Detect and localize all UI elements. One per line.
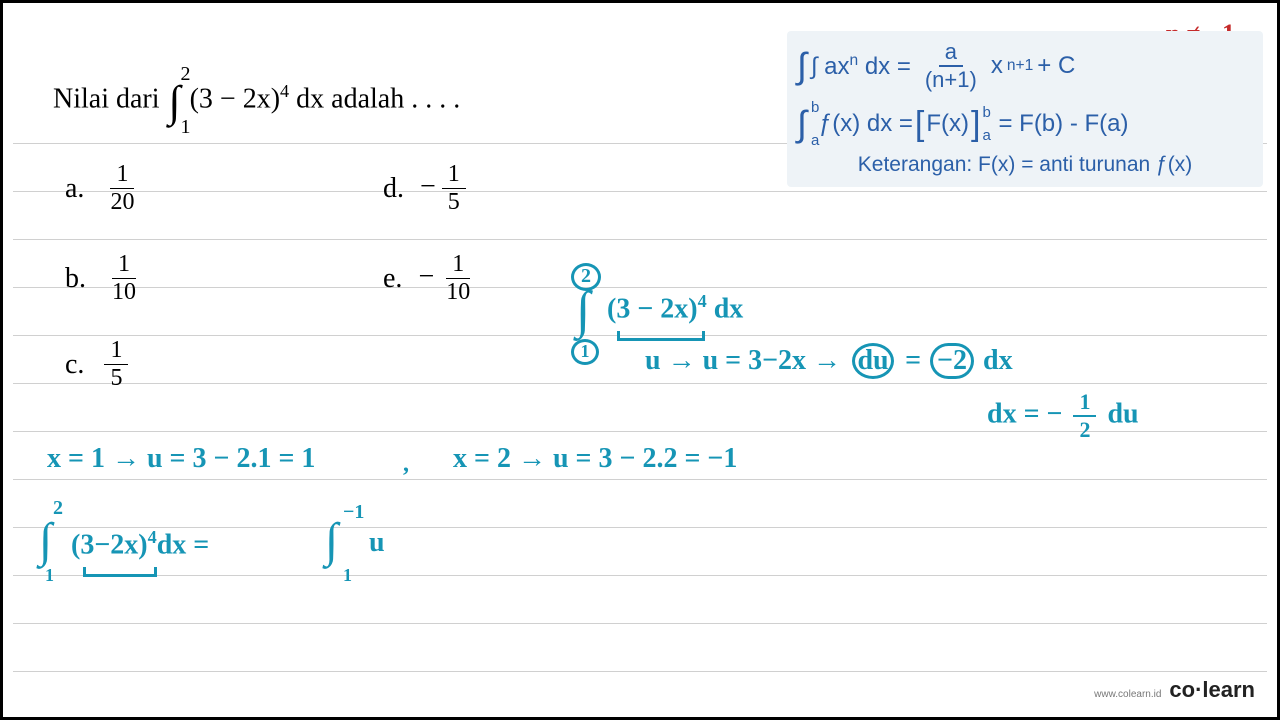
hand-eq2r-bot: 1: [343, 565, 352, 586]
option-e: e. −110: [383, 251, 480, 306]
option-e-label: e.: [383, 263, 402, 295]
q-power: 4: [280, 81, 289, 101]
option-a-label: a.: [65, 173, 84, 205]
int-lower: 1: [181, 116, 191, 139]
underbrace2-icon: [83, 567, 157, 577]
hand-integrand: (3 − 2x)4 dx: [607, 291, 743, 325]
underbrace-icon: [617, 331, 705, 341]
hand-eq2-int: ∫: [39, 513, 52, 568]
formula-box: ∫ ∫ axn dx = a(n+1) xn+1 + C ∫ b a ƒ(x) …: [787, 31, 1263, 187]
watermark: www.colearn.id co·learn: [1094, 677, 1255, 703]
q-expr: (3 − 2x): [190, 83, 280, 114]
hand-eq2-lhs: (3−2x)4dx =: [71, 527, 209, 561]
hand-dx-line: dx = − 12 du: [987, 389, 1139, 443]
question-text: Nilai dari 2 ∫ 1 (3 − 2x)4 dx adalah . .…: [53, 81, 460, 117]
hand-eq2-top: 2: [53, 497, 63, 520]
option-c-frac: 15: [104, 337, 128, 392]
watermark-url: www.colearn.id: [1094, 689, 1161, 700]
formula-line2: ∫ b a ƒ(x) dx = [ F(x) ] b a = F(b) - F(…: [797, 103, 1253, 145]
formula-line1: ∫ ∫ axn dx = a(n+1) xn+1 + C: [797, 39, 1253, 93]
hand-u-line: u → u = 3−2x → du = −2 dx: [645, 343, 1013, 379]
hand-int-sym: ∫: [576, 281, 590, 340]
circle-one-icon: 1: [571, 339, 599, 365]
option-b: b. 110: [65, 251, 146, 306]
option-d-frac: 15: [442, 161, 466, 216]
hand-eq2-bot: 1: [45, 565, 54, 586]
q-dx: dx adalah . . . .: [296, 83, 460, 114]
option-b-label: b.: [65, 263, 86, 295]
watermark-brand: co·learn: [1169, 677, 1255, 703]
hand-comma: ,: [403, 451, 409, 478]
integral-symbol: 2 ∫ 1: [167, 85, 183, 117]
option-c-label: c.: [65, 349, 84, 381]
hand-sub1: x = 1 → u = 3 − 2.1 = 1: [47, 443, 315, 475]
hand-eq2-rhs: u: [369, 527, 385, 559]
option-a-frac: 120: [104, 161, 140, 216]
hand-eq2r-int: ∫: [325, 513, 338, 568]
hand-int-bot: 1: [571, 333, 599, 365]
circle-du-icon: du: [852, 343, 894, 379]
option-c: c. 15: [65, 337, 132, 392]
q-prefix: Nilai dari: [53, 83, 160, 114]
option-d-label: d.: [383, 173, 404, 205]
formula-line3: Keterangan: F(x) = anti turunan ƒ(x): [797, 153, 1253, 177]
hand-eq2r-top: −1: [343, 501, 364, 524]
circle-neg2-icon: −2: [930, 343, 974, 379]
option-d: d. −15: [383, 161, 470, 216]
int-upper: 2: [181, 63, 191, 86]
option-b-frac: 110: [106, 251, 142, 306]
hand-sub2: x = 2 → u = 3 − 2.2 = −1: [453, 443, 737, 475]
option-e-frac: 110: [440, 251, 476, 306]
option-a: a. 120: [65, 161, 144, 216]
